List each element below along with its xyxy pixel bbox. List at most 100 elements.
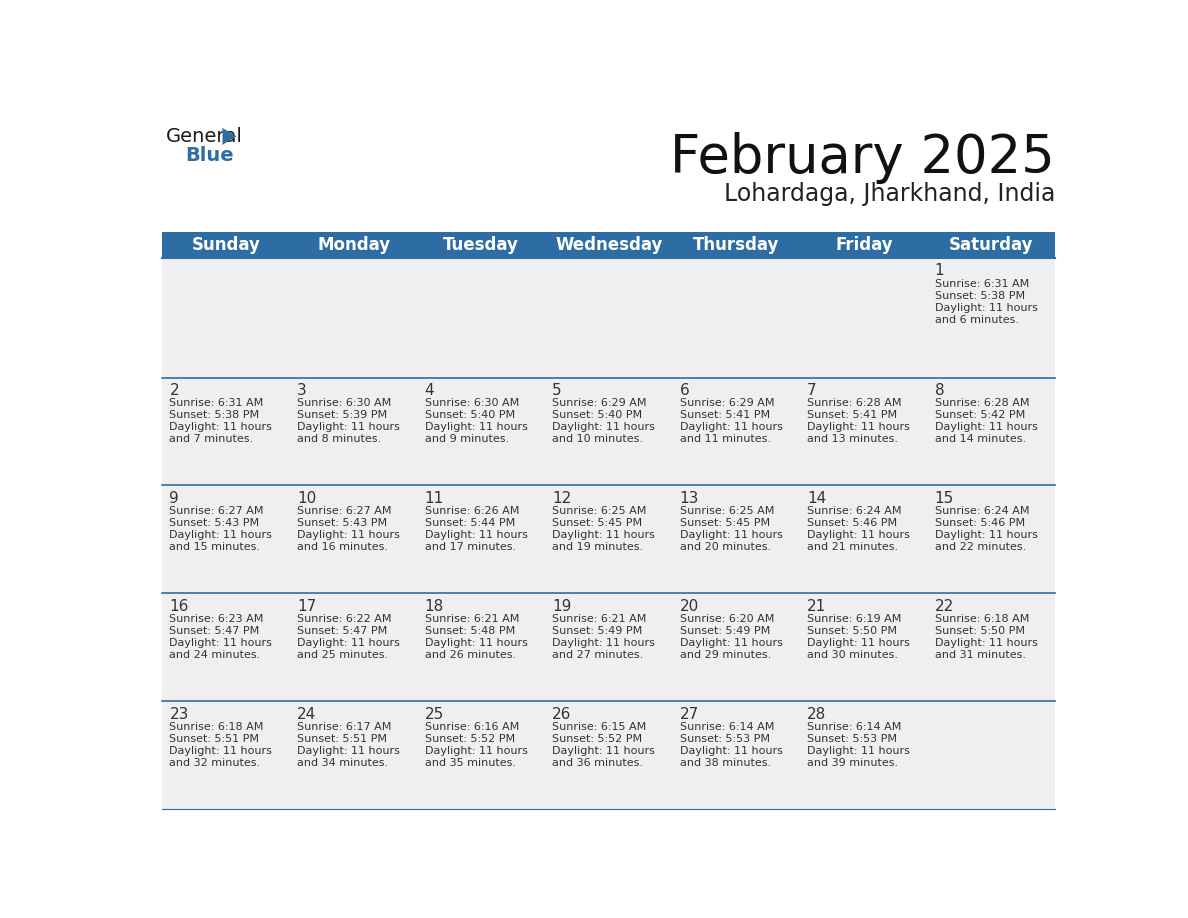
Text: and 10 minutes.: and 10 minutes. <box>552 434 643 444</box>
Bar <box>417 258 545 377</box>
Text: 12: 12 <box>552 491 571 506</box>
Bar <box>163 486 290 593</box>
Text: Daylight: 11 hours: Daylight: 11 hours <box>680 638 783 648</box>
Bar <box>163 377 290 486</box>
Bar <box>545 258 672 377</box>
Bar <box>545 377 672 486</box>
Text: Sunrise: 6:21 AM: Sunrise: 6:21 AM <box>424 614 519 624</box>
Text: Daylight: 11 hours: Daylight: 11 hours <box>807 422 910 432</box>
Text: and 8 minutes.: and 8 minutes. <box>297 434 381 444</box>
Bar <box>928 377 1055 486</box>
Text: Monday: Monday <box>317 236 391 254</box>
Text: Sunrise: 6:25 AM: Sunrise: 6:25 AM <box>552 506 646 516</box>
Text: 28: 28 <box>807 707 827 722</box>
Bar <box>672 593 801 701</box>
Bar <box>801 593 928 701</box>
Bar <box>290 258 417 377</box>
Text: and 19 minutes.: and 19 minutes. <box>552 542 643 552</box>
Text: Daylight: 11 hours: Daylight: 11 hours <box>935 530 1037 540</box>
Text: and 38 minutes.: and 38 minutes. <box>680 758 771 768</box>
Text: 14: 14 <box>807 491 827 506</box>
Text: Sunset: 5:53 PM: Sunset: 5:53 PM <box>807 734 897 744</box>
Text: and 25 minutes.: and 25 minutes. <box>297 650 388 660</box>
Text: Sunset: 5:47 PM: Sunset: 5:47 PM <box>297 626 387 636</box>
Text: Daylight: 11 hours: Daylight: 11 hours <box>807 746 910 756</box>
Text: Sunrise: 6:30 AM: Sunrise: 6:30 AM <box>297 398 391 409</box>
Text: Sunrise: 6:23 AM: Sunrise: 6:23 AM <box>170 614 264 624</box>
Bar <box>672 377 801 486</box>
Text: Sunrise: 6:31 AM: Sunrise: 6:31 AM <box>170 398 264 409</box>
Text: Daylight: 11 hours: Daylight: 11 hours <box>935 303 1037 313</box>
Bar <box>801 701 928 810</box>
Text: Sunset: 5:40 PM: Sunset: 5:40 PM <box>552 410 643 420</box>
Text: 11: 11 <box>424 491 444 506</box>
Text: 1: 1 <box>935 263 944 278</box>
Text: Sunrise: 6:22 AM: Sunrise: 6:22 AM <box>297 614 392 624</box>
Bar <box>417 701 545 810</box>
Text: Lohardaga, Jharkhand, India: Lohardaga, Jharkhand, India <box>723 182 1055 206</box>
Text: Sunset: 5:42 PM: Sunset: 5:42 PM <box>935 410 1025 420</box>
Text: 15: 15 <box>935 491 954 506</box>
Text: Daylight: 11 hours: Daylight: 11 hours <box>807 638 910 648</box>
Text: 7: 7 <box>807 383 817 397</box>
Bar <box>672 258 801 377</box>
Text: Wednesday: Wednesday <box>555 236 663 254</box>
Text: Sunset: 5:45 PM: Sunset: 5:45 PM <box>680 518 770 528</box>
Text: and 29 minutes.: and 29 minutes. <box>680 650 771 660</box>
Text: Sunrise: 6:14 AM: Sunrise: 6:14 AM <box>680 722 773 733</box>
Bar <box>290 377 417 486</box>
Text: and 17 minutes.: and 17 minutes. <box>424 542 516 552</box>
Text: 2: 2 <box>170 383 179 397</box>
Text: Sunrise: 6:17 AM: Sunrise: 6:17 AM <box>297 722 391 733</box>
Text: 20: 20 <box>680 599 699 614</box>
Text: Daylight: 11 hours: Daylight: 11 hours <box>680 746 783 756</box>
Text: Sunrise: 6:29 AM: Sunrise: 6:29 AM <box>552 398 646 409</box>
Text: Sunset: 5:41 PM: Sunset: 5:41 PM <box>680 410 770 420</box>
Text: Sunset: 5:50 PM: Sunset: 5:50 PM <box>935 626 1025 636</box>
Bar <box>672 486 801 593</box>
Text: Daylight: 11 hours: Daylight: 11 hours <box>297 530 400 540</box>
Text: 18: 18 <box>424 599 444 614</box>
Text: Sunset: 5:53 PM: Sunset: 5:53 PM <box>680 734 770 744</box>
Text: Daylight: 11 hours: Daylight: 11 hours <box>170 530 272 540</box>
Text: Sunrise: 6:26 AM: Sunrise: 6:26 AM <box>424 506 519 516</box>
Bar <box>545 593 672 701</box>
Text: Sunset: 5:51 PM: Sunset: 5:51 PM <box>170 734 259 744</box>
Text: and 34 minutes.: and 34 minutes. <box>297 758 388 768</box>
Text: Sunrise: 6:27 AM: Sunrise: 6:27 AM <box>297 506 392 516</box>
Text: Sunrise: 6:18 AM: Sunrise: 6:18 AM <box>935 614 1029 624</box>
Text: and 13 minutes.: and 13 minutes. <box>807 434 898 444</box>
Text: Sunset: 5:49 PM: Sunset: 5:49 PM <box>680 626 770 636</box>
Text: 26: 26 <box>552 707 571 722</box>
Text: and 31 minutes.: and 31 minutes. <box>935 650 1025 660</box>
Text: Sunrise: 6:28 AM: Sunrise: 6:28 AM <box>807 398 902 409</box>
Text: Sunset: 5:38 PM: Sunset: 5:38 PM <box>935 291 1025 301</box>
Text: and 7 minutes.: and 7 minutes. <box>170 434 253 444</box>
Text: 21: 21 <box>807 599 827 614</box>
Bar <box>928 258 1055 377</box>
Text: Daylight: 11 hours: Daylight: 11 hours <box>807 530 910 540</box>
Text: Daylight: 11 hours: Daylight: 11 hours <box>935 638 1037 648</box>
Text: 24: 24 <box>297 707 316 722</box>
Text: Sunset: 5:44 PM: Sunset: 5:44 PM <box>424 518 514 528</box>
Text: Sunset: 5:45 PM: Sunset: 5:45 PM <box>552 518 643 528</box>
Bar <box>290 486 417 593</box>
Text: Sunset: 5:40 PM: Sunset: 5:40 PM <box>424 410 514 420</box>
Text: Sunrise: 6:24 AM: Sunrise: 6:24 AM <box>935 506 1029 516</box>
Text: and 26 minutes.: and 26 minutes. <box>424 650 516 660</box>
Text: 25: 25 <box>424 707 444 722</box>
Text: and 11 minutes.: and 11 minutes. <box>680 434 771 444</box>
Text: Saturday: Saturday <box>949 236 1034 254</box>
Text: 8: 8 <box>935 383 944 397</box>
Bar <box>801 486 928 593</box>
Text: Sunday: Sunday <box>191 236 260 254</box>
Polygon shape <box>222 128 236 145</box>
Text: 22: 22 <box>935 599 954 614</box>
Text: and 39 minutes.: and 39 minutes. <box>807 758 898 768</box>
Bar <box>801 258 928 377</box>
Text: Sunrise: 6:25 AM: Sunrise: 6:25 AM <box>680 506 773 516</box>
Bar <box>928 701 1055 810</box>
Text: Sunset: 5:46 PM: Sunset: 5:46 PM <box>935 518 1025 528</box>
Bar <box>163 701 290 810</box>
Text: Sunrise: 6:28 AM: Sunrise: 6:28 AM <box>935 398 1029 409</box>
